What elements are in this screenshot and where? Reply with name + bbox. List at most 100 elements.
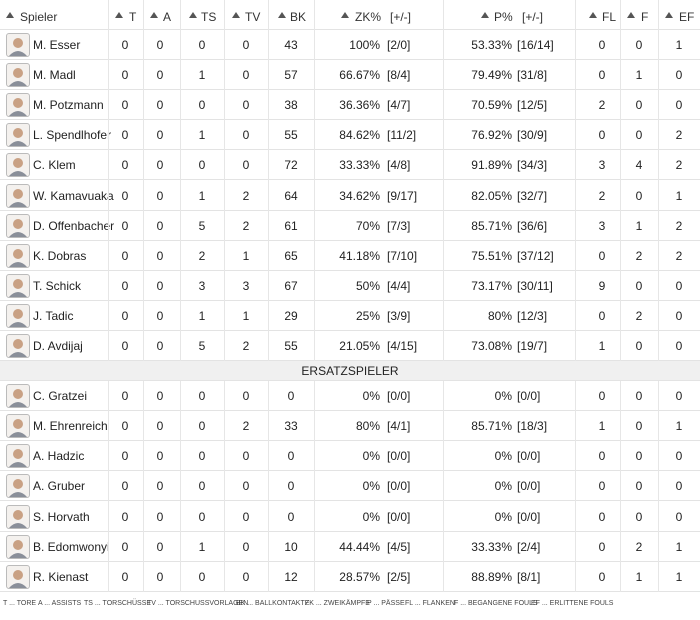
sort-arrow	[150, 12, 158, 18]
stat-cell: 0	[121, 158, 129, 173]
stat-cell: 100%	[349, 38, 380, 52]
column-divider	[620, 0, 621, 362]
stat-cell: 2	[598, 98, 606, 113]
player-name: A. Gruber	[33, 479, 86, 494]
stat-cell: [12/5]	[517, 98, 548, 113]
stat-cell: [0/0]	[517, 449, 541, 464]
stat-cell: 0	[121, 278, 129, 293]
stat-cell: 0	[121, 248, 129, 263]
stat-cell: 2	[242, 188, 250, 203]
stat-cell: 0	[121, 128, 129, 143]
avatar-icon	[9, 248, 27, 267]
table-row	[0, 301, 700, 331]
column-divider	[143, 381, 144, 592]
stat-cell: 0	[156, 308, 164, 323]
column-header: TV	[245, 10, 261, 24]
stat-cell: 0	[598, 248, 606, 263]
stat-cell: 41.18%	[339, 248, 380, 263]
stat-cell: 0	[198, 479, 206, 494]
stat-cell: [4/5]	[387, 539, 411, 554]
stat-cell: 1	[598, 339, 606, 353]
stat-cell: [19/7]	[517, 339, 548, 353]
player-avatar	[6, 334, 30, 358]
stat-cell: [2/5]	[387, 569, 411, 584]
avatar-icon	[9, 218, 27, 237]
stat-cell: 88.89%	[471, 569, 512, 584]
legend-item: T ... TORE	[3, 600, 37, 607]
stat-cell: 2	[635, 539, 643, 554]
stat-cell: 0%	[494, 509, 512, 524]
legend-item: TV ... TORSCHUSSVORLAGEN	[147, 600, 249, 607]
stat-cell: 0%	[494, 479, 512, 494]
table-row	[0, 120, 700, 151]
stat-cell: [9/17]	[387, 188, 418, 203]
stat-cell: [37/12]	[517, 248, 554, 263]
column-header: T	[129, 10, 137, 24]
stat-cell: 0	[242, 449, 250, 464]
stat-cell: 2	[242, 339, 250, 353]
stat-cell: 0	[598, 449, 606, 464]
stat-cell: 0	[242, 38, 250, 52]
stat-cell: 0	[121, 339, 129, 353]
stat-cell: 0	[287, 389, 295, 404]
player-avatar	[6, 33, 30, 57]
stat-cell: 91.89%	[471, 158, 512, 173]
player-name: K. Dobras	[33, 248, 87, 263]
stat-cell: 0	[198, 449, 206, 464]
stat-cell: 0	[121, 389, 129, 404]
stat-cell: 0	[635, 509, 643, 524]
stat-cell: 76.92%	[471, 128, 512, 143]
column-divider	[443, 381, 444, 592]
stat-cell: 0	[598, 509, 606, 524]
stat-cell: 0	[598, 68, 606, 83]
avatar-icon	[9, 128, 27, 147]
stat-cell: 61	[284, 218, 298, 233]
avatar-icon	[9, 98, 27, 117]
column-divider	[658, 0, 659, 362]
avatar-icon	[9, 278, 27, 297]
stat-cell: [36/6]	[517, 218, 548, 233]
sort-arrow	[189, 12, 197, 18]
stat-cell: 73.08%	[471, 339, 512, 353]
player-name: R. Kienast	[33, 569, 89, 584]
stat-cell: 3	[198, 278, 206, 293]
player-avatar	[6, 63, 30, 88]
column-header: TS	[201, 10, 217, 24]
stat-cell: 12	[284, 569, 298, 584]
stat-cell: 0	[156, 218, 164, 233]
player-name: B. Edomwonyi	[33, 539, 110, 554]
stat-cell: 73.17%	[471, 278, 512, 293]
stat-cell: 84.62%	[339, 128, 380, 143]
table-row	[0, 411, 700, 442]
stat-cell: 1	[598, 419, 606, 434]
player-avatar	[6, 243, 30, 268]
stat-cell: 66.67%	[339, 68, 380, 83]
stat-cell: 0	[242, 68, 250, 83]
table-row	[0, 241, 700, 271]
stat-cell: 0	[156, 248, 164, 263]
stat-cell: 1	[198, 68, 206, 83]
stat-cell: 0	[156, 449, 164, 464]
stat-cell: [32/7]	[517, 188, 548, 203]
stat-cell: 0	[121, 539, 129, 554]
player-avatar	[6, 384, 30, 409]
stat-cell: 0	[121, 449, 129, 464]
table-row	[0, 562, 700, 592]
player-avatar	[6, 414, 30, 439]
stat-cell: 9	[598, 278, 606, 293]
stat-cell: 0	[156, 339, 164, 353]
stat-cell: 2	[242, 419, 250, 434]
column-header: EF	[679, 10, 695, 24]
stat-cell: 0	[675, 509, 683, 524]
column-divider	[180, 0, 181, 362]
stat-cell: 0	[635, 98, 643, 113]
stat-cell: 0	[156, 569, 164, 584]
column-divider	[575, 381, 576, 592]
legend-item: A ... ASSISTS	[38, 600, 82, 607]
stat-cell: 3	[598, 158, 606, 173]
stat-cell: 4	[635, 158, 643, 173]
stat-cell: [7/10]	[387, 248, 418, 263]
legend-item: FL ... FLANKEN	[405, 600, 455, 607]
stat-cell: 85.71%	[471, 218, 512, 233]
